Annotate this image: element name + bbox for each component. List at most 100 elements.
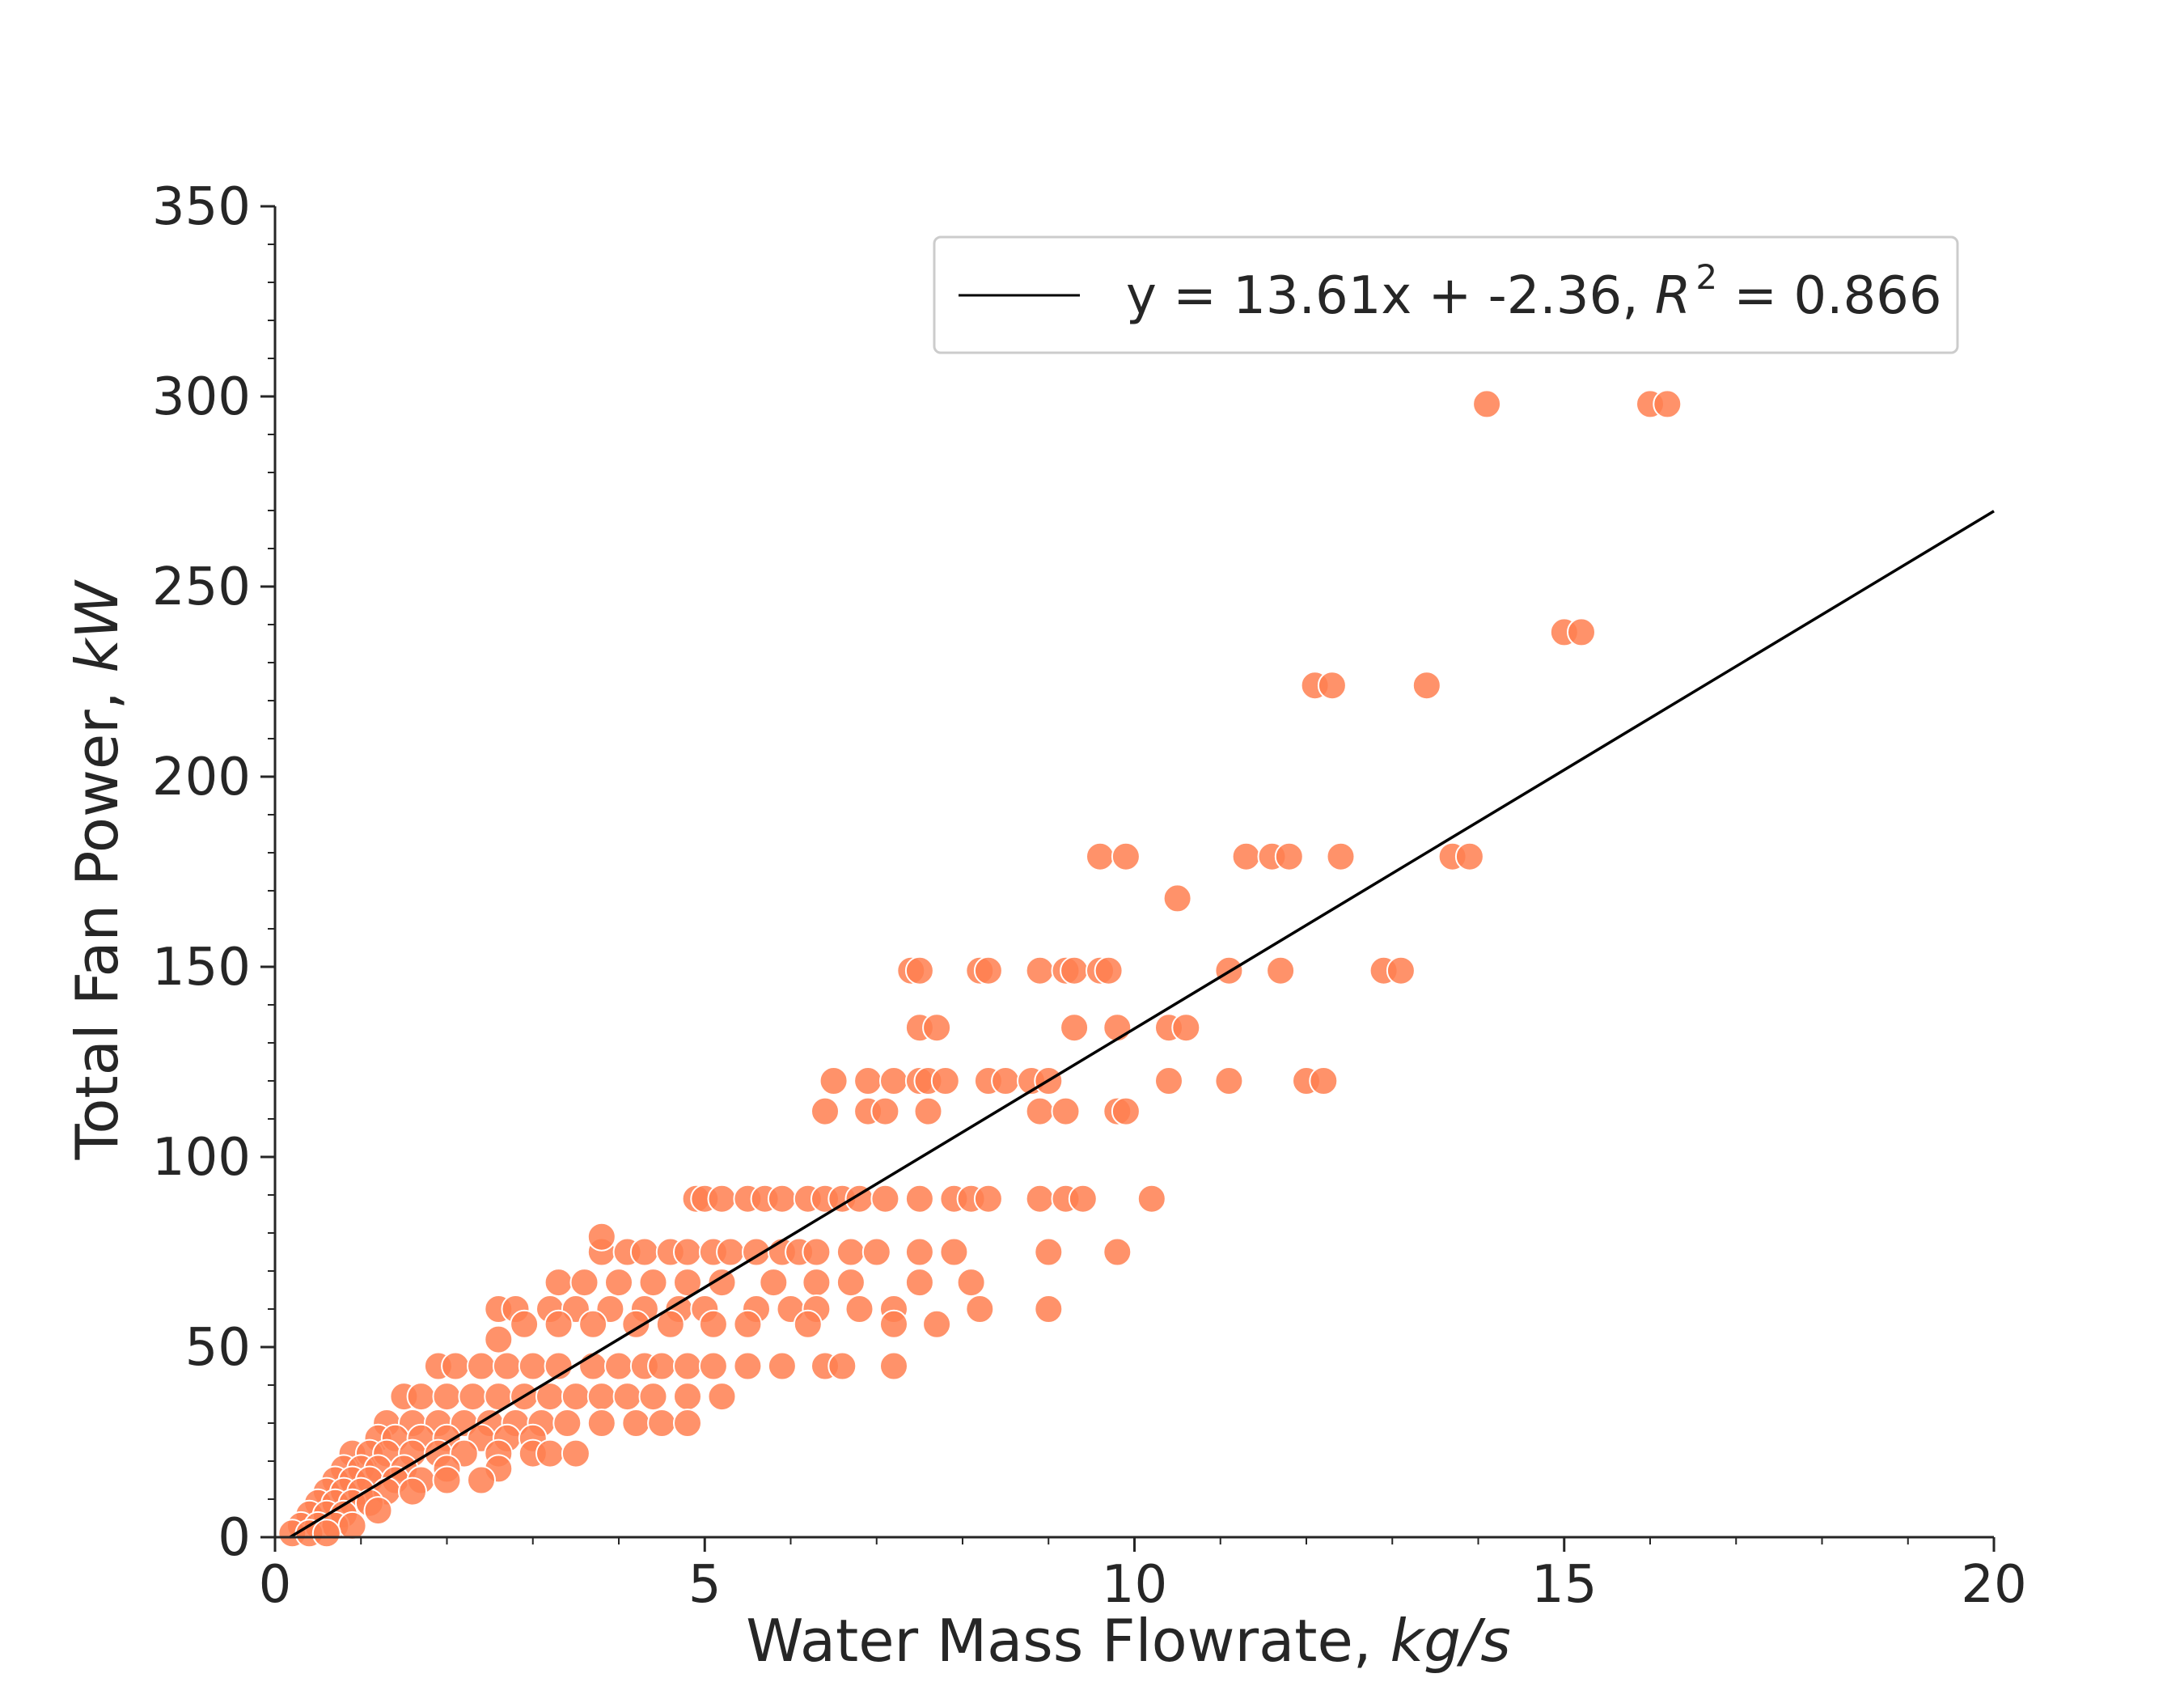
- x-tick-label: 5: [688, 1555, 722, 1615]
- data-point-102: [802, 1268, 832, 1298]
- data-point-189: [535, 1438, 565, 1468]
- data-point-33: [1103, 1013, 1132, 1043]
- data-point-134: [467, 1351, 496, 1381]
- data-point-101: [759, 1268, 789, 1298]
- data-point-125: [655, 1309, 685, 1339]
- data-point-81: [673, 1237, 702, 1267]
- data-point-124: [621, 1309, 651, 1339]
- data-point-18: [904, 955, 934, 985]
- data-point-133: [441, 1351, 471, 1381]
- data-point-95: [544, 1268, 574, 1298]
- data-point-9: [1111, 841, 1141, 871]
- data-point-8: [1086, 841, 1115, 871]
- data-point-23: [1060, 955, 1090, 985]
- data-point-156: [561, 1382, 590, 1412]
- data-point-52: [870, 1096, 900, 1126]
- data-point-92: [1034, 1237, 1064, 1267]
- y-tick-label: 200: [152, 748, 251, 807]
- y-tick-label: 150: [152, 938, 251, 998]
- data-point-131: [484, 1324, 514, 1354]
- data-point-143: [698, 1351, 728, 1381]
- data-point-97: [604, 1268, 633, 1298]
- data-point-150: [406, 1382, 436, 1412]
- data-point-88: [836, 1237, 866, 1267]
- data-point-129: [879, 1309, 908, 1339]
- data-point-41: [930, 1066, 960, 1095]
- data-point-105: [956, 1268, 986, 1298]
- data-point-31: [922, 1013, 952, 1043]
- data-point-152: [458, 1382, 488, 1412]
- data-points: [277, 389, 1682, 1549]
- x-axis-label: Water Mass Flowrate, kg/s: [746, 1607, 1510, 1675]
- data-point-13: [1326, 841, 1356, 871]
- data-point-6: [1317, 671, 1347, 701]
- data-point-122: [544, 1309, 574, 1339]
- data-point-126: [698, 1309, 728, 1339]
- data-point-57: [1111, 1096, 1141, 1126]
- data-point-135: [492, 1351, 522, 1381]
- data-point-75: [1068, 1184, 1098, 1214]
- y-tick-label: 300: [152, 367, 251, 427]
- x-tick-label: 20: [1961, 1555, 2026, 1615]
- y-tick-label: 350: [152, 177, 251, 237]
- data-point-136: [518, 1351, 548, 1381]
- y-tick-label: 50: [185, 1318, 251, 1378]
- data-point-160: [673, 1382, 702, 1412]
- data-point-72: [973, 1184, 1003, 1214]
- data-point-139: [604, 1351, 633, 1381]
- data-point-220: [337, 1510, 367, 1540]
- y-tick-label: 250: [152, 557, 251, 617]
- data-point-119: [965, 1294, 995, 1324]
- data-point-138: [578, 1351, 608, 1381]
- data-point-53: [913, 1096, 943, 1126]
- data-point-161: [707, 1382, 737, 1412]
- x-tick-label: 15: [1531, 1555, 1597, 1615]
- data-point-223: [311, 1519, 341, 1549]
- data-point-4: [1567, 617, 1596, 647]
- data-point-157: [586, 1382, 616, 1412]
- y-tick-label: 0: [218, 1508, 251, 1568]
- data-point-120: [1034, 1294, 1064, 1324]
- data-point-12: [1274, 841, 1304, 871]
- data-point-171: [621, 1409, 651, 1438]
- data-point-79: [629, 1237, 659, 1267]
- data-point-173: [673, 1409, 702, 1438]
- data-point-94: [586, 1222, 616, 1252]
- data-point-21: [1025, 955, 1055, 985]
- data-point-27: [1266, 955, 1296, 985]
- data-point-69: [904, 1184, 934, 1214]
- data-point-32: [1060, 1013, 1090, 1043]
- data-point-151: [432, 1382, 462, 1412]
- data-point-63: [767, 1184, 797, 1214]
- data-point-145: [767, 1351, 797, 1381]
- data-point-37: [853, 1066, 883, 1095]
- data-point-142: [673, 1351, 702, 1381]
- data-point-89: [861, 1237, 891, 1267]
- data-point-141: [647, 1351, 677, 1381]
- data-point-128: [793, 1309, 823, 1339]
- data-point-43: [991, 1066, 1021, 1095]
- data-point-216: [363, 1496, 393, 1526]
- data-point-96: [569, 1268, 599, 1298]
- data-point-10: [1231, 841, 1261, 871]
- data-point-170: [586, 1409, 616, 1438]
- data-point-117: [844, 1294, 874, 1324]
- data-point-83: [716, 1237, 746, 1267]
- legend-box: [933, 235, 1959, 354]
- data-point-90: [904, 1237, 934, 1267]
- y-axis-label: Total Fan Power, kW: [63, 579, 131, 1161]
- data-point-202: [432, 1465, 462, 1495]
- data-point-2: [1653, 389, 1682, 419]
- fit-line-layer: [289, 510, 1995, 1539]
- data-point-46: [1154, 1066, 1183, 1095]
- data-point-73: [1025, 1184, 1055, 1214]
- data-point-49: [1309, 1066, 1339, 1095]
- data-point-190: [561, 1438, 590, 1468]
- data-point-104: [904, 1268, 934, 1298]
- data-point-159: [638, 1382, 668, 1412]
- data-point-91: [939, 1237, 969, 1267]
- y-tick-label: 100: [152, 1128, 251, 1188]
